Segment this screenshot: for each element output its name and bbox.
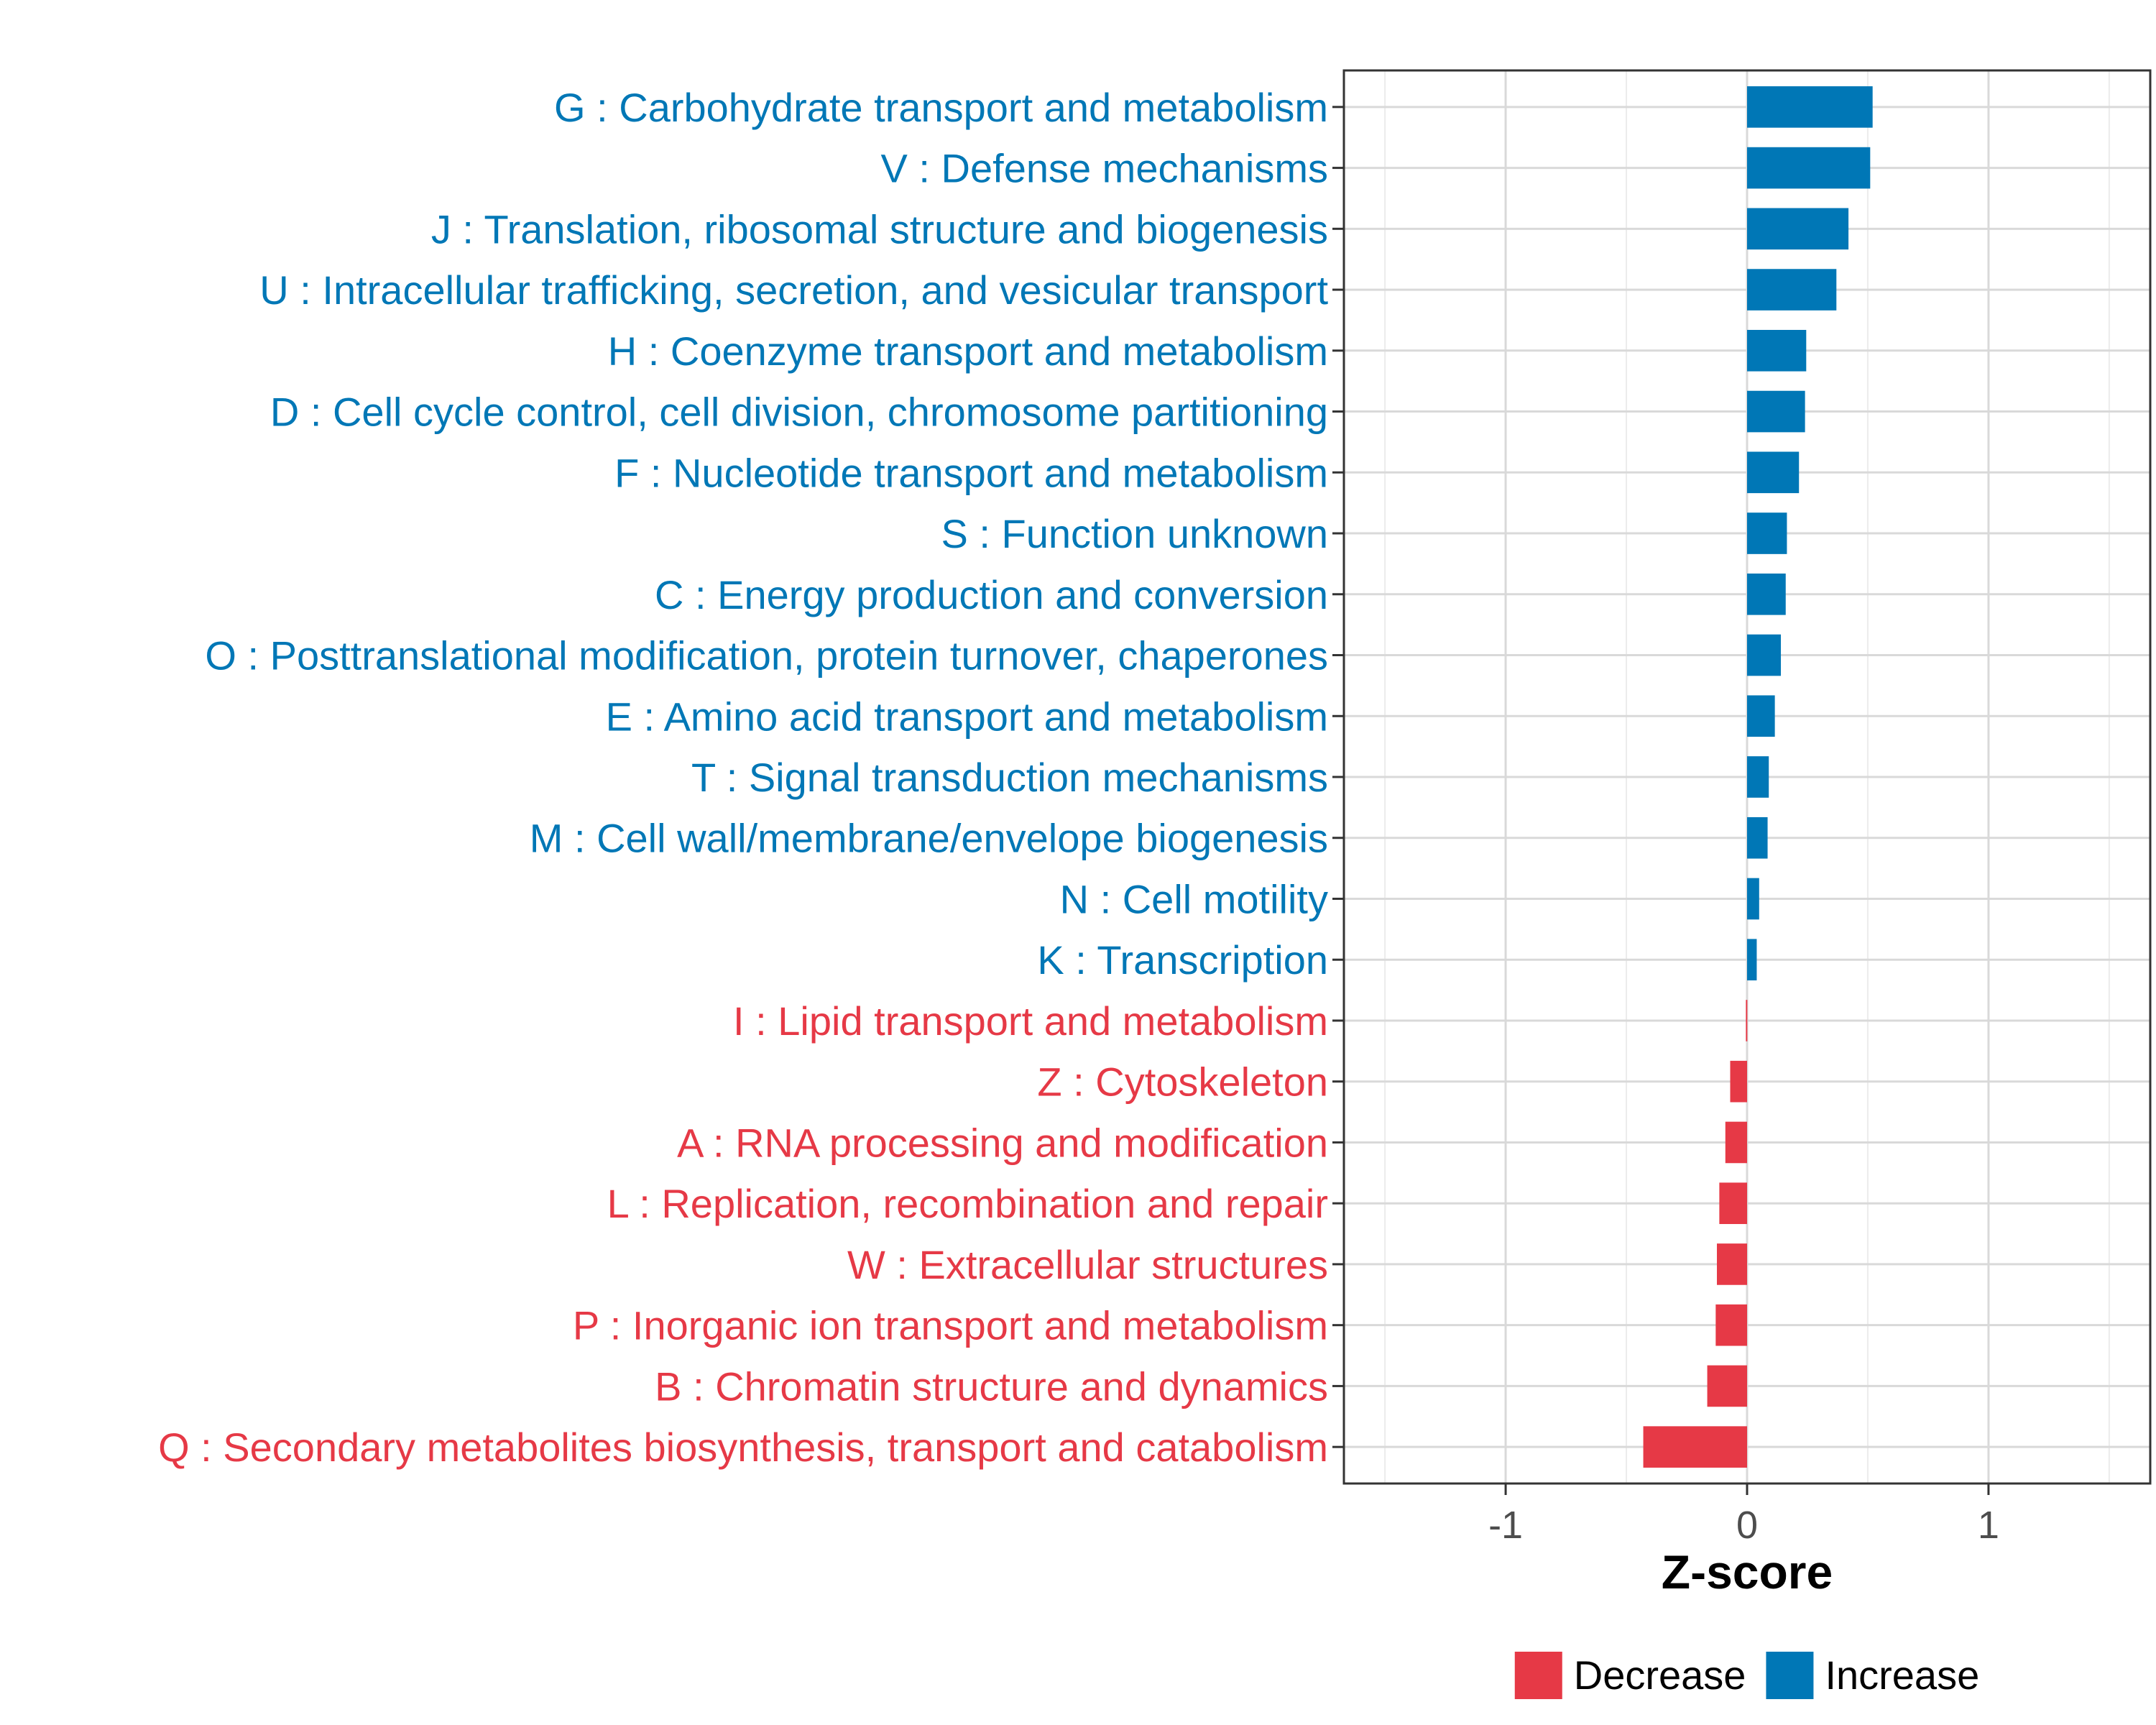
category-label: U : Intracellular trafficking, secretion… [259,267,1328,313]
bar [1747,147,1871,189]
category-label: N : Cell motility [1060,876,1328,921]
bar [1747,634,1782,676]
bar [1747,816,1768,859]
category-label: Z : Cytoskeleton [1037,1059,1328,1105]
category-label: J : Translation, ribosomal structure and… [431,206,1328,252]
category-label: H : Coenzyme transport and metabolism [608,328,1328,374]
bar [1746,1000,1748,1041]
x-axis-title: Z-score [1662,1545,1833,1598]
x-tick-label: -1 [1488,1504,1523,1547]
legend-label: Decrease [1574,1652,1746,1698]
bar [1747,878,1759,920]
category-label: Q : Secondary metabolites biosynthesis, … [158,1425,1328,1470]
y-axis-ticks [1332,106,1344,1448]
bar [1747,269,1837,310]
category-label: W : Extracellular structures [847,1242,1328,1287]
bar [1747,939,1757,981]
category-label: D : Cell cycle control, cell division, c… [270,390,1328,435]
bar [1747,512,1787,554]
bar [1719,1182,1747,1225]
bar [1747,451,1800,494]
category-label: L : Replication, recombination and repai… [607,1181,1328,1226]
x-axis-ticks: -1 0 1 [1488,1484,1999,1547]
category-label: P : Inorganic ion transport and metaboli… [573,1303,1328,1348]
x-tick-label: 0 [1736,1504,1758,1547]
category-label: C : Energy production and conversion [655,572,1328,617]
bar [1747,86,1873,128]
category-label: G : Carbohydrate transport and metabolis… [554,85,1328,130]
x-tick-label: 1 [1978,1504,1999,1547]
bar [1707,1365,1747,1407]
bar [1747,756,1769,798]
category-label: F : Nucleotide transport and metabolism [614,450,1328,495]
bar [1747,390,1805,433]
bar [1747,573,1786,615]
category-label: T : Signal transduction mechanisms [691,755,1328,800]
legend: Decrease Increase [1514,1652,1979,1699]
bar [1643,1426,1747,1468]
bars [1643,86,1873,1468]
legend-swatch [1514,1652,1562,1699]
category-label: O : Posttranslational modification, prot… [205,633,1328,678]
category-label: V : Defense mechanisms [881,146,1328,191]
bar [1747,208,1849,250]
legend-swatch [1766,1652,1814,1699]
category-labels: G : Carbohydrate transport and metabolis… [158,85,1328,1470]
category-label: M : Cell wall/membrane/envelope biogenes… [530,816,1328,861]
category-label: K : Transcription [1037,937,1328,983]
bar [1715,1304,1747,1346]
category-label: B : Chromatin structure and dynamics [655,1363,1328,1409]
bar [1730,1060,1747,1103]
category-label: I : Lipid transport and metabolism [733,998,1328,1044]
category-label: A : RNA processing and modification [677,1120,1328,1165]
legend-label: Increase [1825,1652,1979,1698]
bar [1717,1243,1747,1285]
bar [1725,1121,1747,1164]
category-label: S : Function unknown [941,511,1328,556]
bar [1747,329,1807,372]
category-label: E : Amino acid transport and metabolism [606,694,1328,739]
bar [1747,695,1775,737]
